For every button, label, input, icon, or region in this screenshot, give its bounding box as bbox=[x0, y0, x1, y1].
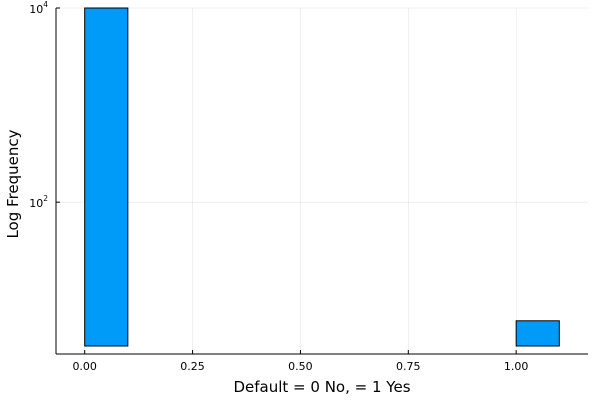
y-tick-label: 102 bbox=[29, 194, 48, 210]
x-tick-label: 0.00 bbox=[72, 360, 97, 373]
histogram-bar bbox=[515, 320, 560, 347]
x-ticks: 0.00 0.25 0.50 0.75 1.00 bbox=[72, 350, 528, 373]
histogram-bar bbox=[84, 7, 129, 347]
y-axis-title: Log Frequency bbox=[4, 129, 22, 238]
x-tick-label: 1.00 bbox=[504, 360, 529, 373]
x-axis-title: Default = 0 No, = 1 Yes bbox=[233, 378, 410, 396]
x-tick-label: 0.75 bbox=[396, 360, 421, 373]
plot-background bbox=[56, 8, 588, 354]
x-tick-label: 0.50 bbox=[288, 360, 313, 373]
grid-lines bbox=[56, 7, 588, 354]
axes bbox=[55, 8, 588, 355]
x-tick-label: 0.25 bbox=[180, 360, 205, 373]
y-tick-label: 104 bbox=[29, 0, 48, 16]
bar-series bbox=[84, 7, 560, 347]
y-ticks: 102 104 bbox=[29, 0, 60, 210]
